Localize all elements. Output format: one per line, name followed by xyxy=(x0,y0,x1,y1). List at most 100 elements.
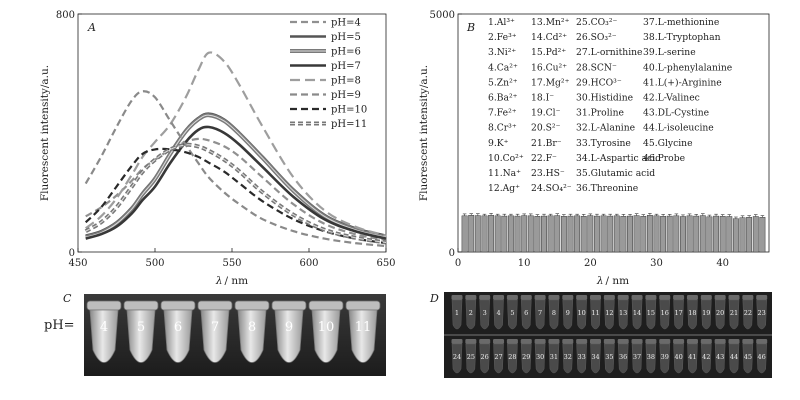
vial-42: 42 xyxy=(700,339,712,374)
b-bar-35 xyxy=(686,215,693,253)
vial-24: 24 xyxy=(451,339,463,374)
vial-body xyxy=(742,299,754,330)
vial-label: 29 xyxy=(522,353,530,361)
b-legend-item: 25.CO₃²⁻ xyxy=(576,17,618,28)
vial-cap xyxy=(603,339,615,344)
a-y-tick-label: 0 xyxy=(69,248,75,259)
vial-label: 18 xyxy=(688,309,696,317)
vial-body xyxy=(534,343,546,374)
b-legend-item: 20.S²⁻ xyxy=(531,123,561,134)
tube-ph-9: 9 xyxy=(271,300,307,363)
vial-body xyxy=(465,299,477,330)
vial-14: 14 xyxy=(631,295,643,330)
vial-label: 4 xyxy=(496,309,500,317)
vial-cap xyxy=(700,295,712,300)
vial-body xyxy=(728,299,740,330)
vial-1: 1 xyxy=(451,295,463,330)
b-x-tick-label: 20 xyxy=(584,258,597,269)
a-legend-label: pH=4 xyxy=(331,18,361,29)
vial-body xyxy=(631,299,643,330)
b-x-tick-label: 0 xyxy=(455,258,461,269)
vial-cap xyxy=(659,339,671,344)
vial-20: 20 xyxy=(714,295,726,330)
vial-label: 41 xyxy=(688,353,696,361)
vial-46: 46 xyxy=(756,339,768,374)
vial-body xyxy=(590,343,601,374)
vial-body xyxy=(714,343,726,374)
b-legend-item: 13.Mn²⁺ xyxy=(531,17,570,28)
vial-label: 17 xyxy=(674,309,682,317)
vial-label: 6 xyxy=(524,309,528,317)
panel-c-ph-label: pH= xyxy=(44,318,75,333)
vial-body xyxy=(742,343,754,374)
vial-label: 36 xyxy=(619,353,627,361)
vial-30: 30 xyxy=(534,339,546,374)
b-legend-item: 30.Histidine xyxy=(576,93,633,104)
vial-33: 33 xyxy=(576,339,588,374)
vial-cap xyxy=(493,295,505,300)
vial-26: 26 xyxy=(479,339,491,374)
vial-label: 22 xyxy=(744,309,752,317)
panel-c-photo: C pH= 4 5 6 7 8 9 10 11 xyxy=(44,292,386,376)
b-bar-3 xyxy=(474,215,481,253)
panel-a-xlabel-symbol: λ xyxy=(215,275,223,287)
panel-d-photo: D 1 2 3 4 5 6 7 8 9 10 11 12 13 14 15 16 17 18 19 20 21 22 23 … xyxy=(429,292,772,378)
vial-cap xyxy=(673,339,685,344)
b-bar-21 xyxy=(593,215,600,253)
b-bar-17 xyxy=(567,215,574,253)
b-legend-item: 2.Fe³⁺ xyxy=(488,32,517,43)
vial-body xyxy=(479,343,490,374)
b-bar-10 xyxy=(521,215,528,253)
tube-label: 10 xyxy=(318,320,335,335)
vial-body xyxy=(451,299,463,330)
b-legend-item: 43.DL-Cystine xyxy=(643,108,709,119)
vial-37: 37 xyxy=(631,339,643,374)
vial-cap xyxy=(742,295,754,300)
vial-4: 4 xyxy=(493,295,505,330)
tube-cap xyxy=(197,300,233,311)
tube-cap xyxy=(271,300,307,311)
b-legend-item: 23.HS⁻ xyxy=(531,168,565,179)
vial-body xyxy=(534,299,546,330)
b-legend-item: 18.I⁻ xyxy=(531,93,554,104)
vial-9: 9 xyxy=(562,295,574,330)
vial-body xyxy=(645,299,657,330)
b-legend-item: 33.Tyrosine xyxy=(576,138,631,149)
vial-body xyxy=(687,343,698,374)
a-series-line-ph-10 xyxy=(84,147,387,245)
b-legend-item: 35.Glutamic acid xyxy=(576,168,655,179)
b-legend-item: 26.SO₃²⁻ xyxy=(576,32,617,43)
vial-label: 26 xyxy=(481,353,489,361)
vial-cap xyxy=(534,339,546,344)
vial-cap xyxy=(742,339,754,344)
vial-cap xyxy=(728,339,740,344)
a-legend-label: pH=9 xyxy=(331,90,361,101)
b-bar-37 xyxy=(699,215,706,253)
vial-cap xyxy=(479,295,491,300)
vial-cap xyxy=(479,339,491,344)
b-legend-item: 10.Co²⁺ xyxy=(488,153,524,164)
tube-ph-4: 4 xyxy=(86,300,122,363)
tube-ph-5: 5 xyxy=(123,300,159,363)
tube-label: 8 xyxy=(248,320,256,335)
vial-3: 3 xyxy=(479,295,491,330)
vial-body xyxy=(728,343,740,374)
vial-body xyxy=(631,343,643,374)
panel-d-letter: D xyxy=(429,292,439,305)
vial-body xyxy=(701,299,712,330)
b-legend-item: 39.L-serine xyxy=(643,47,696,58)
vial-cap xyxy=(562,295,574,300)
vial-label: 7 xyxy=(538,309,542,317)
vial-18: 18 xyxy=(686,295,698,330)
vial-label: 31 xyxy=(550,353,558,361)
vial-cap xyxy=(659,295,671,300)
b-legend-item: 21.Br⁻ xyxy=(531,138,562,149)
vial-cap xyxy=(714,339,726,344)
vial-cap xyxy=(520,339,532,344)
vial-body xyxy=(617,299,629,330)
b-bar-34 xyxy=(680,216,686,253)
b-bar-42 xyxy=(732,218,739,253)
tube-ph-11: 11 xyxy=(345,300,381,363)
vial-8: 8 xyxy=(548,295,560,330)
b-legend-item: 44.L-isoleucine xyxy=(643,123,714,134)
